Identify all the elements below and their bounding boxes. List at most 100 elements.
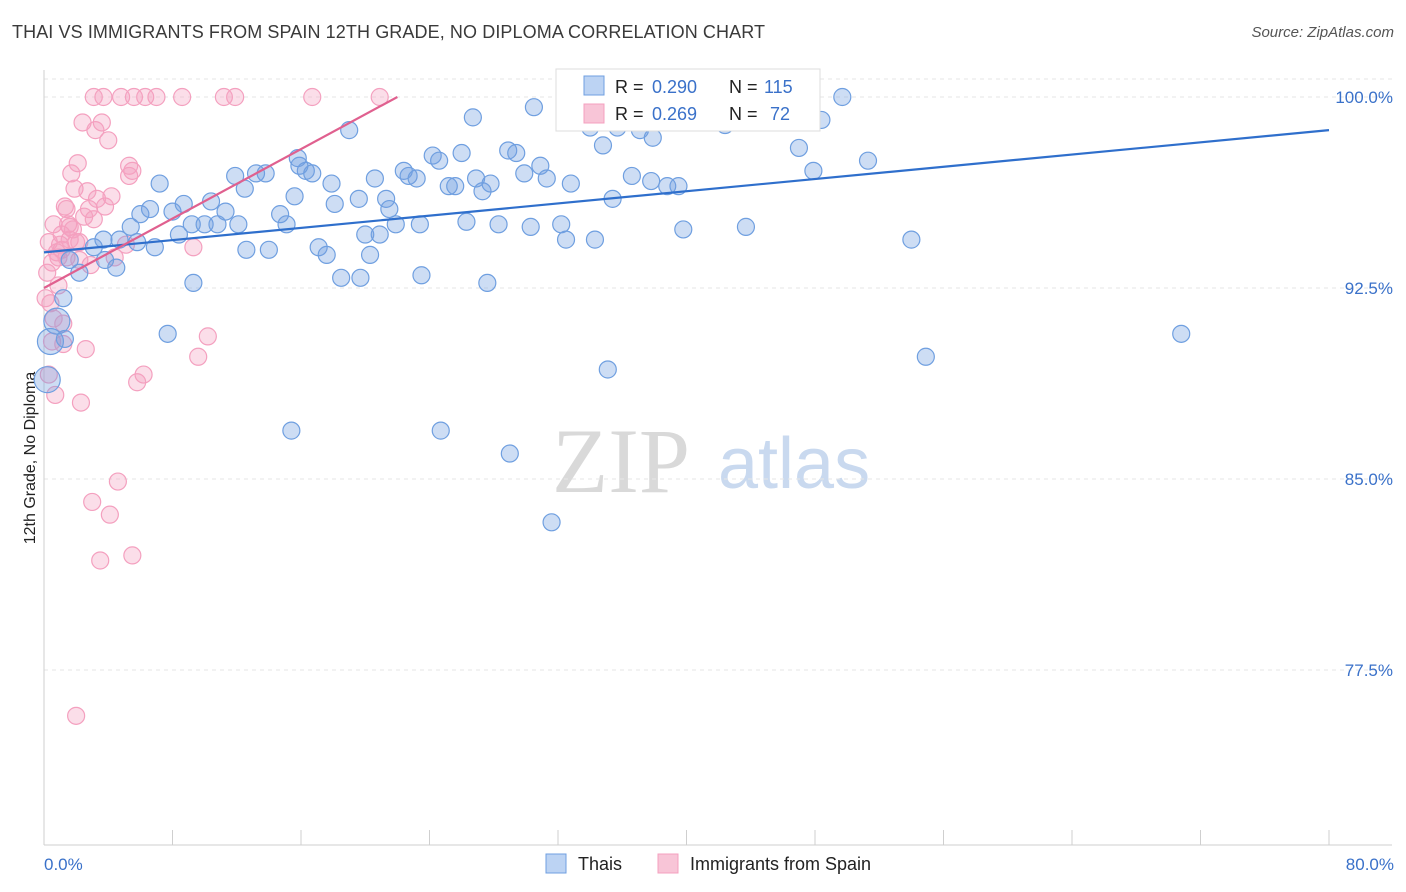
point-immigrants-from-spain (39, 365, 58, 384)
y-tick-labels: 100.0% 92.5% 85.0% 77.5% (1335, 88, 1393, 680)
point-thais (356, 225, 375, 244)
point-thais (271, 205, 290, 224)
point-immigrants-from-spain (83, 492, 102, 512)
point-thais (237, 240, 256, 259)
legend-r-value-spain: 0.269 (652, 104, 697, 124)
point-thais (858, 151, 878, 170)
point-immigrants-from-spain (36, 289, 55, 308)
point-thais (131, 205, 150, 224)
point-thais (412, 266, 431, 285)
x-ticks (43, 830, 1330, 845)
chart-title: THAI VS IMMIGRANTS FROM SPAIN 12TH GRADE… (12, 22, 766, 42)
series-immigrants-from-spain (36, 87, 389, 725)
point-thais (833, 87, 852, 107)
point-thais (507, 143, 526, 163)
point-thais (674, 220, 693, 239)
point-thais (351, 268, 370, 287)
point-thais (481, 174, 500, 193)
point-thais (349, 189, 368, 208)
point-immigrants-from-spain (303, 87, 322, 107)
point-thais (524, 98, 544, 117)
point-thais (1172, 324, 1191, 343)
point-thais (642, 171, 661, 191)
point-immigrants-from-spain (67, 706, 86, 725)
point-thais (195, 215, 214, 234)
point-immigrants-from-spain (38, 263, 57, 282)
point-thais (325, 194, 344, 214)
point-immigrants-from-spain (111, 87, 131, 107)
watermark-zip: ZIP (552, 410, 690, 512)
legend-n-value-thais: 115 (764, 77, 793, 97)
point-thais (43, 307, 71, 335)
legend-r-label-thais: R = (615, 77, 644, 97)
point-immigrants-from-spain (86, 121, 105, 140)
point-thais (622, 166, 641, 186)
point-thais (121, 217, 140, 236)
point-thais (598, 360, 617, 379)
point-thais (643, 128, 662, 147)
bottom-legend-label-thais: Thais (578, 854, 622, 874)
point-immigrants-from-spain (60, 217, 79, 236)
point-thais (410, 215, 429, 234)
point-immigrants-from-spain (120, 166, 139, 186)
y-tick-label: 85.0% (1345, 470, 1393, 489)
y-tick-label: 100.0% (1335, 88, 1393, 107)
point-thais (94, 230, 113, 249)
point-thais (407, 169, 426, 188)
trend-line-immigrants-from-spain (43, 96, 398, 289)
point-immigrants-from-spain (128, 373, 147, 392)
bottom-legend-swatch-spain (657, 853, 679, 874)
point-immigrants-from-spain (57, 199, 76, 219)
point-immigrants-from-spain (99, 131, 118, 150)
point-thais (804, 161, 823, 180)
bottom-legend-swatch-thais (545, 853, 567, 874)
watermark-atlas: atlas (718, 424, 870, 504)
x-tick-label-max: 80.0% (1346, 855, 1394, 874)
point-immigrants-from-spain (147, 87, 166, 107)
point-immigrants-from-spain (226, 87, 245, 107)
point-thais (259, 240, 278, 259)
point-thais (500, 444, 519, 463)
point-thais (229, 215, 248, 234)
point-thais (360, 245, 380, 264)
point-thais (556, 230, 576, 249)
point-immigrants-from-spain (95, 197, 115, 216)
point-thais (463, 108, 482, 127)
legend-n-value-spain: 72 (770, 104, 790, 124)
bottom-legend: Thais Immigrants from Spain (545, 853, 871, 874)
point-immigrants-from-spain (71, 393, 91, 412)
point-thais (322, 174, 341, 193)
point-thais (55, 329, 74, 349)
point-immigrants-from-spain (198, 327, 217, 346)
point-thais (585, 230, 605, 249)
point-thais (60, 250, 79, 270)
y-tick-label: 92.5% (1345, 279, 1393, 298)
point-thais (521, 217, 540, 236)
y-tick-label: 77.5% (1345, 661, 1393, 680)
y-axis-title: 12th Grade, No Diploma (22, 372, 39, 545)
point-immigrants-from-spain (134, 365, 153, 384)
point-thais (552, 215, 571, 234)
x-tick-label-min: 0.0% (44, 855, 83, 874)
point-immigrants-from-spain (108, 472, 127, 491)
legend-swatch-spain (583, 103, 605, 124)
point-immigrants-from-spain (62, 164, 81, 183)
point-thais (332, 268, 351, 287)
point-thais (33, 366, 61, 394)
point-thais (54, 289, 73, 308)
point-thais (140, 199, 160, 219)
point-immigrants-from-spain (184, 238, 203, 257)
point-thais (182, 215, 201, 234)
point-thais (380, 199, 399, 219)
point-thais (370, 225, 389, 244)
point-immigrants-from-spain (100, 505, 119, 524)
trend-line-thais (43, 129, 1330, 254)
point-immigrants-from-spain (173, 87, 192, 107)
point-immigrants-from-spain (189, 347, 208, 366)
point-thais (290, 156, 309, 175)
point-thais (107, 258, 126, 277)
point-thais (669, 177, 688, 196)
point-immigrants-from-spain (46, 385, 65, 405)
legend-r-value-thais: 0.290 (652, 77, 697, 97)
